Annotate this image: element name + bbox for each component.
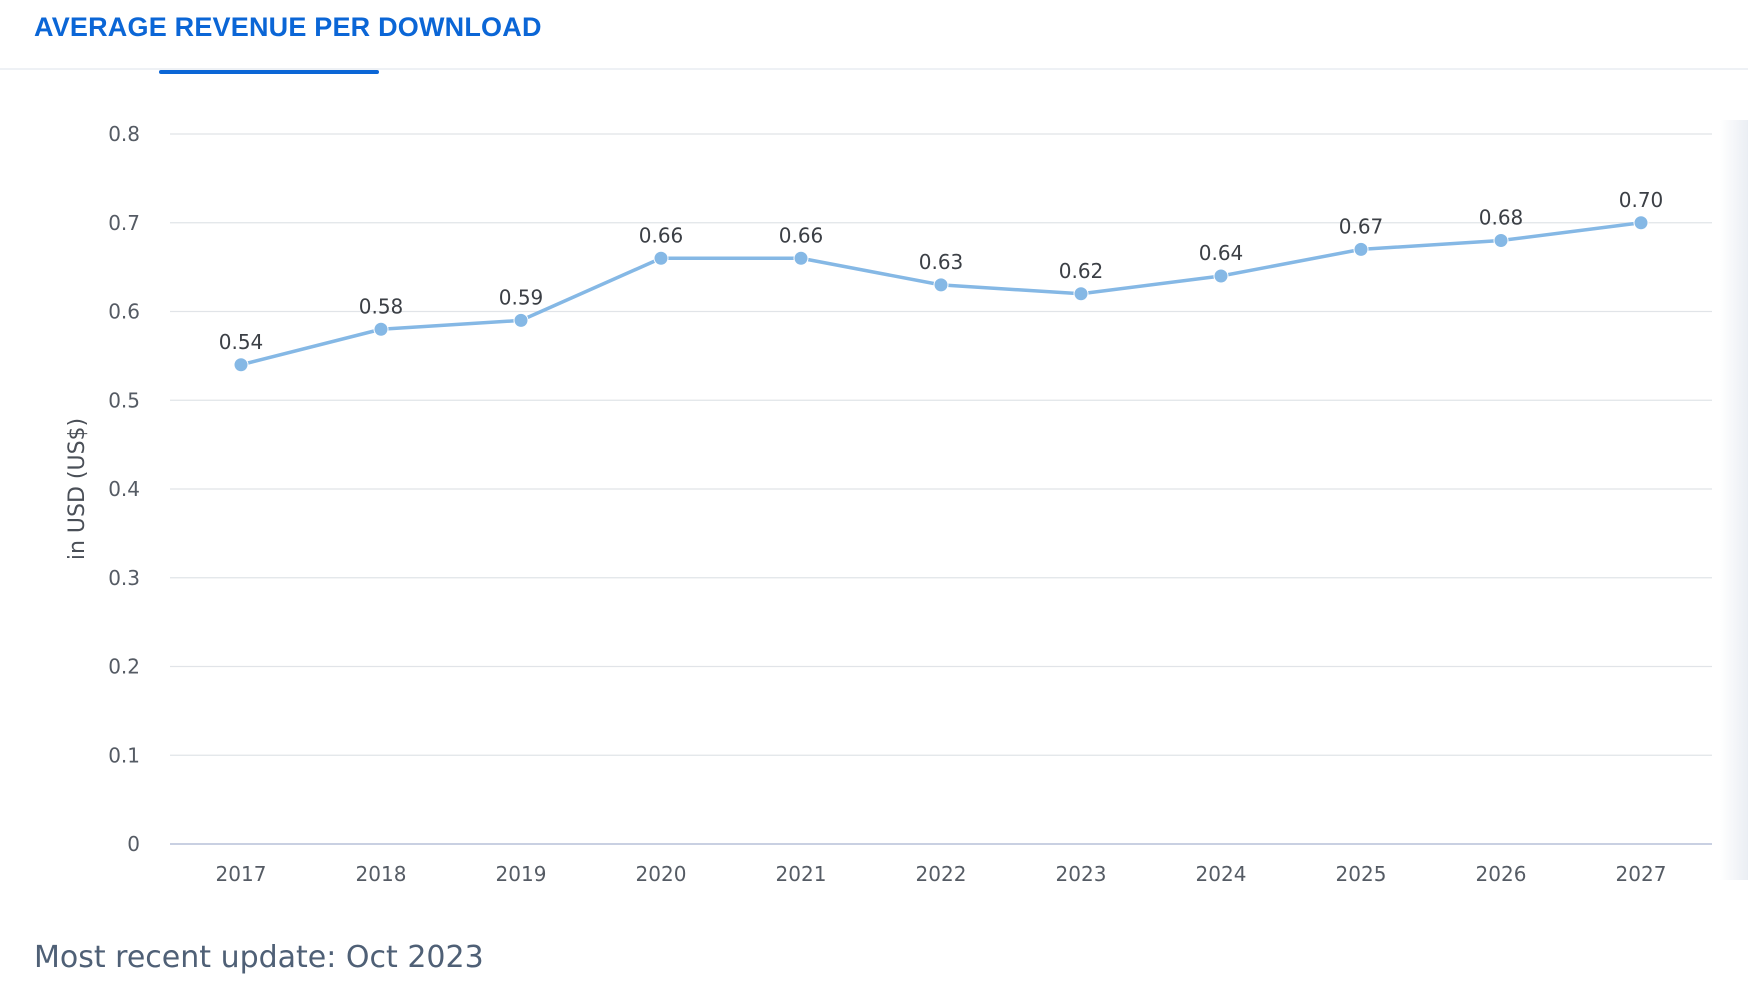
- x-tick-label: 2027: [1616, 862, 1667, 886]
- x-tick-label: 2022: [916, 862, 967, 886]
- data-point: [933, 277, 949, 293]
- active-tab-indicator: [159, 70, 379, 74]
- data-label: 0.59: [499, 285, 544, 309]
- series-line: [240, 221, 1642, 367]
- y-tick-label: 0.5: [108, 388, 140, 412]
- data-label: 0.66: [639, 223, 684, 247]
- y-tick-label: 0.7: [108, 211, 140, 235]
- data-point: [793, 250, 809, 266]
- x-tick-label: 2023: [1056, 862, 1107, 886]
- y-tick-label: 0.6: [108, 300, 140, 324]
- data-point: [1353, 241, 1369, 257]
- data-label: 0.70: [1619, 188, 1664, 212]
- data-point: [513, 312, 529, 328]
- y-axis-title: in USD (US$): [65, 418, 90, 560]
- data-label: 0.66: [779, 223, 824, 247]
- most-recent-update-text: Most recent update: Oct 2023: [34, 940, 484, 975]
- x-tick-label: 2024: [1196, 862, 1247, 886]
- line-chart: 0 0.1 0.2 0.3 0.4 0.5 0.6 0.7 0.8 2017 2018 2019 202…: [65, 122, 1712, 886]
- y-tick-label: 0.1: [108, 743, 140, 767]
- data-label: 0.63: [919, 250, 964, 274]
- data-point: [653, 250, 669, 266]
- data-point: [1633, 215, 1649, 231]
- y-tick-label: 0.4: [108, 477, 140, 501]
- data-label: 0.68: [1479, 206, 1524, 230]
- x-tick-label: 2026: [1476, 862, 1527, 886]
- data-label: 0.67: [1339, 214, 1384, 238]
- tab-average-revenue-per-download[interactable]: AVERAGE REVENUE PER DOWNLOAD: [34, 12, 542, 42]
- data-label: 0.58: [359, 294, 404, 318]
- y-tick-label: 0.2: [108, 655, 140, 679]
- data-point: [1213, 268, 1229, 284]
- x-tick-label: 2020: [636, 862, 687, 886]
- x-tick-label: 2019: [496, 862, 547, 886]
- data-point: [233, 357, 249, 373]
- x-tick-label: 2018: [356, 862, 407, 886]
- tab-bar: AVERAGE REVENUE PER DOWNLOAD: [0, 0, 1748, 74]
- data-point: [373, 321, 389, 337]
- y-tick-label: 0: [127, 832, 140, 856]
- data-label: 0.64: [1199, 241, 1244, 265]
- data-label: 0.62: [1059, 259, 1104, 283]
- x-tick-label: 2017: [216, 862, 267, 886]
- data-label: 0.54: [219, 330, 264, 354]
- data-point: [1073, 286, 1089, 302]
- scroll-shadow: [1720, 120, 1748, 880]
- data-point: [1493, 233, 1509, 248]
- y-tick-label: 0.3: [108, 566, 140, 590]
- y-tick-label: 0.8: [108, 122, 140, 146]
- x-tick-label: 2021: [776, 862, 827, 886]
- x-tick-label: 2025: [1336, 862, 1387, 886]
